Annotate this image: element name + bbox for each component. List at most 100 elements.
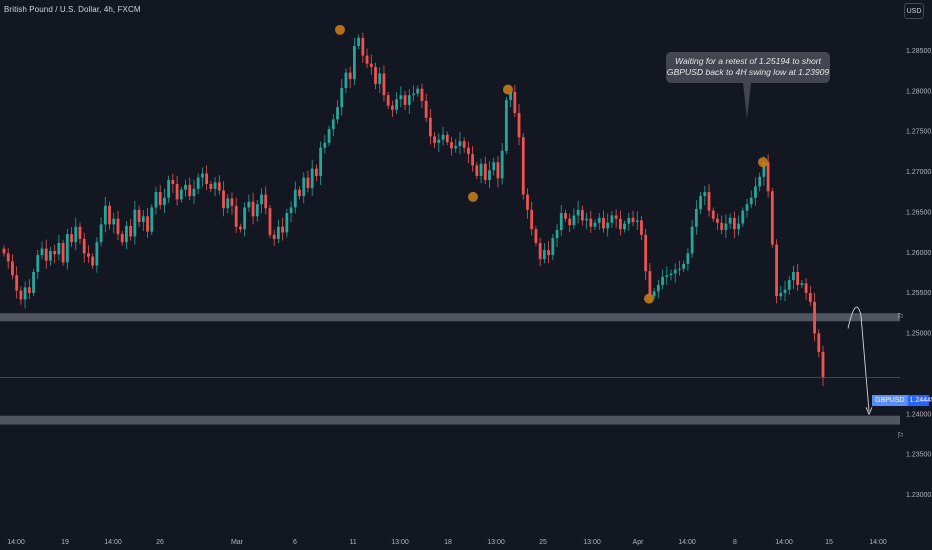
candle-body [640, 220, 643, 235]
candle-body [547, 250, 550, 256]
projection-path [847, 306, 873, 416]
candle-body [150, 207, 154, 232]
x-tick-label: 19 [61, 539, 69, 546]
candle-body [627, 217, 631, 224]
candle-body [796, 272, 800, 285]
candle-body [458, 141, 462, 147]
candle-body [327, 129, 331, 143]
candle-body [243, 207, 247, 230]
candle-body [125, 225, 128, 243]
candle-body [298, 189, 301, 197]
x-tick-label: Mar [231, 539, 244, 546]
candle-body [450, 142, 453, 149]
candle-body [352, 45, 356, 80]
candle-body [70, 234, 73, 243]
candle-body [538, 242, 542, 260]
candle-body [255, 204, 259, 217]
candle-body [272, 234, 276, 239]
candle-body [559, 213, 563, 231]
candle-body [32, 272, 35, 293]
candle-body [732, 217, 736, 230]
annotation-line-1: Waiting for a retest of 1.25194 to short [674, 56, 822, 66]
candle-body [648, 271, 652, 297]
candle-body [513, 91, 517, 113]
candle-body [382, 73, 386, 96]
candle-body [530, 209, 534, 230]
annotation-callout: Waiting for a retest of 1.25194 to short… [666, 52, 830, 83]
candle-body [509, 91, 512, 101]
candle-body [336, 107, 339, 120]
candle-body [610, 215, 614, 223]
candle-body [589, 218, 593, 227]
y-tick-label: 1.28000 [906, 88, 931, 95]
candle-body [517, 112, 521, 138]
candle-body [593, 222, 597, 227]
candle-body [602, 217, 605, 229]
x-tick-label: 13:00 [487, 539, 505, 546]
candle-body [196, 177, 200, 189]
candle-body [268, 208, 272, 235]
candle-body [87, 253, 90, 257]
candle-body [424, 100, 428, 118]
candle-body [614, 215, 618, 219]
flag-icon: ⚐ [897, 431, 905, 440]
candle-body [703, 192, 707, 197]
candle-body [133, 209, 137, 237]
candle-body [673, 269, 677, 274]
candle-body [281, 226, 285, 233]
candle-body [247, 201, 251, 208]
candle-body [399, 95, 403, 100]
candle-body [428, 117, 432, 137]
x-tick-label: 14:00 [104, 539, 122, 546]
candle-body [163, 197, 166, 205]
candle-body [15, 275, 19, 291]
candle-body [61, 242, 65, 263]
candle-body [129, 225, 133, 237]
candle-body [192, 188, 196, 197]
candle-body [821, 351, 825, 377]
candle-body [331, 119, 335, 130]
candle-body [568, 218, 572, 226]
candle-body [754, 186, 757, 198]
candle-body [78, 226, 82, 239]
candle-body [158, 192, 162, 205]
candle-body [580, 209, 584, 221]
candle-body [36, 255, 40, 272]
candle-body [217, 182, 221, 191]
candle-body [103, 205, 107, 225]
x-tick-label: 26 [156, 539, 164, 546]
price-tag-symbol: GBPUSD [872, 395, 908, 406]
currency-button[interactable]: USD [904, 3, 924, 19]
candle-body [209, 184, 213, 189]
candle-body [669, 273, 673, 276]
candle-body [293, 189, 297, 208]
candle-body [99, 224, 103, 243]
candle-body [285, 213, 289, 233]
candle-body [682, 263, 686, 269]
candle-body [91, 256, 95, 266]
candle-body [597, 217, 601, 223]
candle-body [585, 218, 588, 221]
candle-body [112, 218, 116, 225]
candle-body [116, 218, 120, 235]
candle-body [813, 301, 816, 334]
candle-body [475, 165, 479, 176]
candle-body [260, 194, 263, 205]
candle-body [504, 100, 508, 151]
candle-body [665, 275, 669, 277]
candle-body [555, 230, 559, 239]
candle-body [378, 73, 382, 84]
candle-body [542, 250, 546, 260]
current-price-tag: GBPUSD 1.24445 [872, 395, 932, 406]
candle-body [239, 226, 242, 230]
candle-body [420, 88, 424, 101]
candle-body [154, 192, 158, 208]
x-tick-label: 13:00 [391, 539, 409, 546]
candle-body [120, 234, 124, 243]
x-tick-label: 14:00 [775, 539, 793, 546]
candle-body [635, 220, 639, 222]
candle-body [289, 207, 293, 214]
candle-body [40, 248, 44, 256]
candle-body [184, 184, 187, 190]
